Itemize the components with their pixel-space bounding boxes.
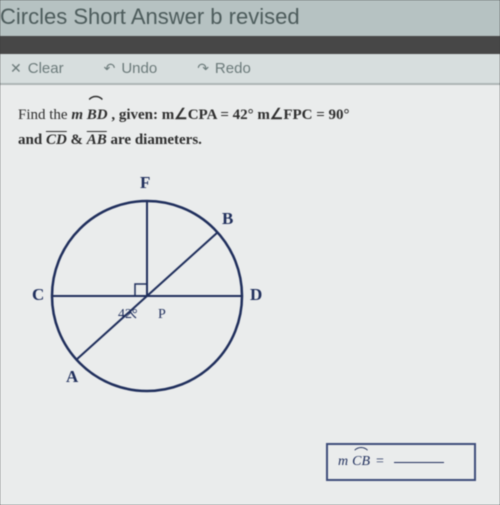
label-A: A xyxy=(66,367,78,387)
seg-AB: AB xyxy=(87,132,107,148)
window-gap xyxy=(0,36,500,54)
undo-button[interactable]: ↶ Undo xyxy=(104,60,158,77)
label-D: D xyxy=(250,285,262,305)
redo-icon: ↷ xyxy=(197,60,209,77)
page-header: Circles Short Answer b revised xyxy=(0,0,500,36)
q2-pre: and xyxy=(18,132,46,148)
seg-CD: CD xyxy=(46,132,67,148)
clear-icon: ✕ xyxy=(10,60,22,77)
clear-button[interactable]: ✕ Clear xyxy=(10,60,64,77)
q-given: , given: m∠CPA = 42° m∠FPC = 90° xyxy=(111,107,349,123)
label-P: P xyxy=(158,307,166,323)
ans-m: m xyxy=(338,454,348,470)
undo-label: Undo xyxy=(121,60,157,77)
question-text-2: and CD & AB are diameters. xyxy=(18,130,482,151)
q-pre: Find the xyxy=(18,107,71,123)
undo-icon: ↶ xyxy=(104,60,116,77)
right-angle-icon xyxy=(135,284,147,296)
label-B: B xyxy=(222,209,233,229)
label-C: C xyxy=(32,285,44,305)
clear-label: Clear xyxy=(28,60,64,77)
angle-42: 42° xyxy=(118,307,138,323)
ans-arc: CB xyxy=(352,454,370,470)
answer-blank[interactable] xyxy=(394,462,444,463)
ans-eq: = xyxy=(376,454,384,470)
arc-BD: BD xyxy=(87,105,108,126)
redo-button[interactable]: ↷ Redo xyxy=(197,60,251,77)
question-text: Find the m BD , given: m∠CPA = 42° m∠FPC… xyxy=(18,105,482,126)
header-title: Circles Short Answer b revised xyxy=(0,4,300,29)
label-F: F xyxy=(140,173,150,193)
q2-post: are diameters. xyxy=(111,132,202,148)
diagram-svg xyxy=(22,161,272,411)
amp: & xyxy=(71,132,87,148)
arc-m: m xyxy=(71,107,83,123)
content-area: Find the m BD , given: m∠CPA = 42° m∠FPC… xyxy=(0,85,500,505)
circle-diagram: F B C D A P 42° xyxy=(22,161,272,411)
redo-label: Redo xyxy=(215,60,251,77)
answer-box[interactable]: m CB = xyxy=(326,443,476,481)
toolbar: ✕ Clear ↶ Undo ↷ Redo xyxy=(0,54,500,85)
